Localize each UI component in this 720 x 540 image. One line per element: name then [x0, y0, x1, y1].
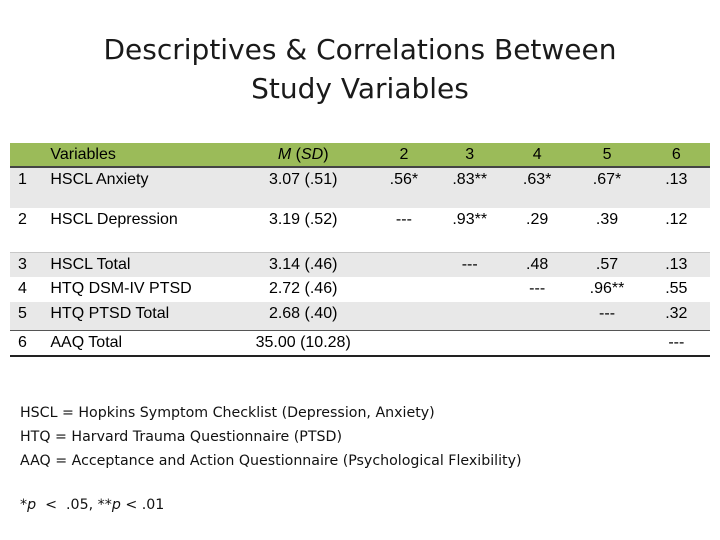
- row-variable: HTQ DSM-IV PTSD: [50, 280, 192, 297]
- header-m: M: [277, 145, 292, 163]
- row-variable: HSCL Total: [50, 255, 131, 273]
- note-htq: HTQ = Harvard Trauma Questionnaire (PTSD…: [20, 429, 342, 445]
- row-corr-6: .55: [665, 280, 688, 297]
- header-col-2: 2: [399, 145, 409, 163]
- row-corr-3: .83**: [452, 171, 488, 188]
- sig-p1: p: [27, 497, 37, 513]
- table-row: 3 HSCL Total 3.14 (.46) --- .48 .57 .13: [10, 252, 710, 277]
- row-corr-5: ---: [599, 305, 616, 322]
- row-corr-3: [437, 277, 503, 302]
- header-number: [10, 143, 46, 167]
- row-corr-6: .13: [665, 171, 688, 188]
- row-number: 6: [18, 333, 27, 351]
- header-sd-close: ): [323, 145, 329, 163]
- row-corr-2: [371, 252, 436, 277]
- row-corr-6: .12: [665, 211, 688, 228]
- header-col-4: 4: [532, 145, 542, 163]
- sig-p2: p: [111, 497, 121, 513]
- row-corr-4: .63*: [522, 171, 552, 188]
- row-variable: HTQ PTSD Total: [50, 305, 170, 322]
- header-sd-open: (: [291, 145, 301, 163]
- row-variable: HSCL Anxiety: [50, 171, 149, 188]
- row-corr-5: .67*: [592, 171, 622, 188]
- row-corr-5: [571, 330, 642, 356]
- row-variable: HSCL Depression: [50, 211, 178, 228]
- row-corr-3: [437, 330, 503, 356]
- row-corr-3: [437, 302, 503, 330]
- slide-title-line-2: Study Variables: [251, 72, 469, 105]
- abbreviation-notes: HSCL = Hopkins Symptom Checklist (Depres…: [20, 401, 522, 473]
- table-header-row: Variables M (SD) 2 3 4 5 6: [10, 143, 710, 167]
- row-corr-2: [371, 302, 436, 330]
- slide-title-line-1: Descriptives & Correlations Between: [103, 33, 617, 66]
- row-corr-6: .13: [665, 255, 688, 273]
- row-corr-3: .93**: [452, 211, 488, 228]
- header-mean-sd: M (SD): [235, 143, 371, 167]
- significance-note: *p < .05, **p < .01: [20, 497, 164, 513]
- row-corr-5: .39: [595, 211, 619, 228]
- table-row: 4 HTQ DSM-IV PTSD 2.72 (.46) --- .96** .…: [10, 277, 710, 302]
- header-sd: SD: [300, 145, 324, 163]
- row-number: 3: [18, 255, 27, 273]
- slide-title: Descriptives & Correlations Between Stud…: [0, 30, 720, 108]
- row-corr-5: .96**: [589, 280, 625, 297]
- row-number: 5: [18, 305, 27, 322]
- note-hscl: HSCL = Hopkins Symptom Checklist (Depres…: [20, 405, 435, 421]
- row-mean-sd: 3.07 (.51): [268, 171, 338, 188]
- row-corr-4: .48: [526, 255, 549, 273]
- table-row: 2 HSCL Depression 3.19 (.52) --- .93** .…: [10, 208, 710, 252]
- correlation-table: Variables M (SD) 2 3 4 5 6 1 HSCL Anxiet…: [10, 143, 710, 357]
- row-number: 2: [18, 211, 27, 228]
- table-row: 5 HTQ PTSD Total 2.68 (.40) --- .32: [10, 302, 710, 330]
- sig-text1: < .05, **: [36, 497, 112, 513]
- row-number: 1: [18, 171, 27, 188]
- header-col-6: 6: [671, 145, 681, 163]
- row-mean-sd: 2.72 (.46): [268, 280, 338, 297]
- sig-star: *: [20, 497, 28, 513]
- row-corr-2: [371, 277, 436, 302]
- row-corr-2: [371, 330, 436, 356]
- header-variables: Variables: [50, 145, 116, 163]
- row-corr-3: ---: [461, 255, 478, 273]
- row-corr-4: .29: [526, 211, 549, 228]
- sig-text2: < .01: [120, 497, 165, 513]
- row-mean-sd: 3.19 (.52): [268, 211, 338, 228]
- row-corr-2: ---: [395, 211, 412, 228]
- header-col-3: 3: [465, 145, 475, 163]
- row-mean-sd: 2.68 (.40): [268, 305, 338, 322]
- row-corr-2: .56*: [389, 171, 419, 188]
- row-corr-6: ---: [668, 333, 685, 351]
- header-col-5: 5: [602, 145, 612, 163]
- row-corr-4: ---: [529, 280, 546, 297]
- row-number: 4: [18, 280, 27, 297]
- table-row: 1 HSCL Anxiety 3.07 (.51) .56* .83** .63…: [10, 167, 710, 208]
- row-mean-sd: 35.00 (10.28): [255, 333, 351, 351]
- row-mean-sd: 3.14 (.46): [268, 255, 338, 273]
- row-variable: AAQ Total: [50, 333, 123, 351]
- row-corr-6: .32: [665, 305, 688, 322]
- row-corr-5: .57: [595, 255, 619, 273]
- row-corr-4: [503, 302, 571, 330]
- table-row: 6 AAQ Total 35.00 (10.28) ---: [10, 330, 710, 356]
- note-aaq: AAQ = Acceptance and Action Questionnair…: [20, 453, 522, 469]
- row-corr-4: [503, 330, 571, 356]
